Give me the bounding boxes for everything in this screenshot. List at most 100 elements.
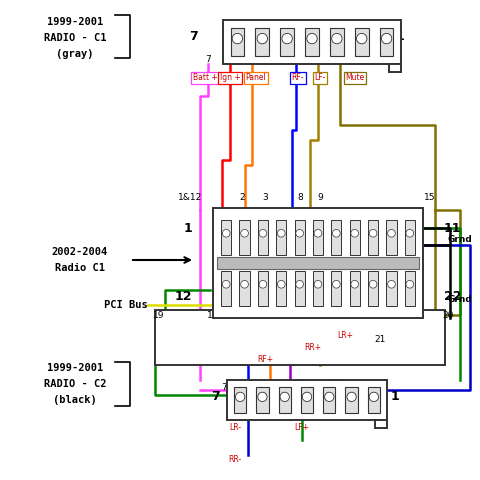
Text: 1999-2001: 1999-2001 [47,17,103,27]
Text: 4: 4 [288,384,294,393]
Text: RR-: RR- [228,456,241,465]
Bar [276,271,286,306]
Circle shape [259,280,266,288]
Text: 2: 2 [314,56,320,64]
Text: 11: 11 [443,221,460,235]
Bar [300,387,312,413]
Circle shape [350,280,358,288]
Bar [329,28,343,56]
Text: 7: 7 [211,391,220,404]
Text: 13: 13 [207,311,218,320]
Circle shape [222,229,229,237]
Bar [278,387,290,413]
Circle shape [240,229,248,237]
Text: 15: 15 [423,193,435,203]
Bar [404,220,414,255]
Bar [404,271,414,306]
Bar [349,271,359,306]
Circle shape [324,392,333,402]
Text: 1&12: 1&12 [178,193,202,203]
Circle shape [306,34,316,44]
Text: 3: 3 [310,384,315,393]
Bar [323,387,335,413]
Bar [257,220,267,255]
Bar [239,271,249,306]
Text: RADIO - C2: RADIO - C2 [44,379,106,389]
Circle shape [277,229,285,237]
Circle shape [332,229,339,237]
Bar [255,28,269,56]
Text: RF-: RF- [291,73,304,83]
Text: 7: 7 [264,311,270,320]
Text: 20: 20 [442,311,453,320]
Text: 1: 1 [390,391,398,404]
Text: RR+: RR+ [304,344,321,352]
Bar [385,220,396,255]
Bar [345,387,357,413]
Circle shape [222,280,229,288]
Text: Amp: Amp [364,381,382,389]
Text: Ign +: Ign + [219,73,240,83]
Bar [230,28,244,56]
Circle shape [281,34,292,44]
Text: LF-: LF- [313,73,325,83]
Circle shape [350,229,358,237]
Bar [331,220,341,255]
Bar [374,420,386,428]
Bar [221,271,231,306]
Text: 21: 21 [373,336,385,345]
Bar [216,257,418,269]
Circle shape [369,229,376,237]
Bar [304,28,318,56]
Text: 6: 6 [227,56,232,64]
Circle shape [331,34,341,44]
Text: 19: 19 [153,311,165,320]
Text: 22: 22 [443,289,460,302]
Text: (gray): (gray) [56,49,94,59]
Text: RF+: RF+ [256,356,273,364]
Text: 3: 3 [262,193,267,203]
Bar [213,208,422,318]
Text: 2: 2 [239,193,244,203]
Bar [385,271,396,306]
Text: LR-: LR- [228,423,240,432]
Bar [294,220,304,255]
Circle shape [381,34,391,44]
Bar [367,387,379,413]
Text: 5: 5 [266,384,272,393]
Circle shape [346,392,356,402]
Text: Grnd: Grnd [447,296,472,304]
Text: 9: 9 [316,193,322,203]
Circle shape [295,280,303,288]
Bar [239,220,249,255]
Text: Radio C1: Radio C1 [55,263,105,273]
Text: 1: 1 [183,221,192,235]
Circle shape [257,392,266,402]
Bar [221,220,231,255]
Bar [256,387,268,413]
Text: 7: 7 [189,29,198,43]
Bar [312,220,323,255]
Bar [367,271,377,306]
Bar [388,64,400,72]
Bar [312,271,323,306]
Text: 15: 15 [234,311,245,320]
Circle shape [277,280,285,288]
Circle shape [387,229,395,237]
Circle shape [405,280,413,288]
Bar [276,220,286,255]
Text: Panel: Panel [245,73,266,83]
Text: RADIO - C1: RADIO - C1 [44,33,106,43]
Text: 2002-2004: 2002-2004 [52,247,108,257]
Text: PCI Bus: PCI Bus [104,300,148,310]
Circle shape [313,229,321,237]
Text: 1: 1 [395,29,404,43]
Bar [294,271,304,306]
Text: 7: 7 [204,56,210,64]
Text: 18: 18 [284,311,295,320]
Text: (black): (black) [53,395,96,405]
Circle shape [332,280,339,288]
Circle shape [256,34,267,44]
Circle shape [232,34,242,44]
Text: Grnd: Grnd [447,236,472,244]
